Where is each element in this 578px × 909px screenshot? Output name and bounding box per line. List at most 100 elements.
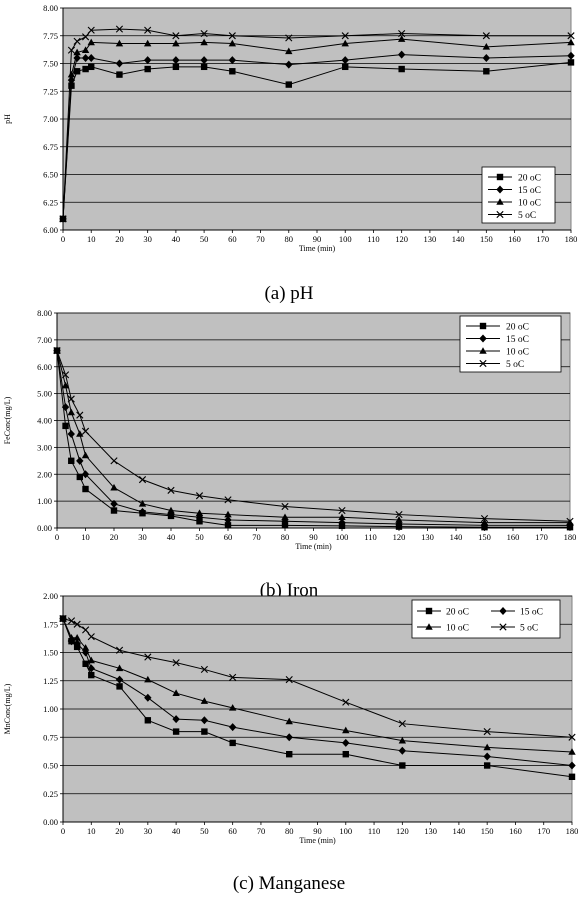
x-tick-label: 70 (257, 826, 266, 836)
data-point (87, 26, 95, 34)
x-axis-label: Time (min) (295, 542, 332, 551)
data-point (228, 704, 237, 711)
y-tick-label: 6.25 (43, 197, 58, 207)
data-point (73, 639, 81, 648)
data-point (341, 32, 349, 40)
data-point (167, 510, 175, 519)
data-point (172, 659, 180, 667)
data-point (397, 50, 406, 59)
data-point (172, 39, 180, 47)
chart-1: 6.00 6.25 6.50 6.75 7.00 7.25 7.50 7.75 8.00 0 10 2… (3, 3, 577, 304)
x-tick-label: 40 (172, 234, 181, 244)
data-point (567, 32, 575, 40)
data-point (398, 736, 407, 744)
x-tick-label: 0 (55, 532, 59, 542)
data-point (224, 515, 232, 524)
data-point (201, 728, 208, 735)
data-point (483, 752, 491, 761)
x-tick-label: 30 (138, 532, 147, 542)
legend-label: 5 oC (518, 211, 536, 221)
data-point (480, 518, 489, 526)
legend-label: 15 oC (520, 608, 543, 618)
data-point (67, 617, 76, 625)
data-point (398, 720, 406, 728)
data-point (115, 39, 124, 47)
data-point (144, 65, 151, 73)
legend-label: 15 oC (518, 186, 541, 196)
data-point (81, 46, 90, 53)
data-point (115, 664, 124, 672)
x-tick-label: 60 (224, 532, 233, 542)
x-tick-label: 30 (143, 234, 152, 244)
data-point (144, 675, 152, 683)
legend-marker (479, 359, 487, 368)
data-point (115, 59, 124, 68)
x-tick-label: 170 (537, 826, 550, 836)
data-point (73, 68, 81, 75)
data-point (67, 634, 76, 641)
data-point (73, 48, 81, 56)
data-point (398, 746, 407, 755)
data-point (338, 506, 346, 515)
data-point (138, 476, 147, 484)
y-tick-label: 2.00 (37, 469, 52, 479)
data-point (67, 429, 75, 438)
data-point (73, 634, 81, 641)
x-tick-label: 40 (167, 532, 176, 542)
data-point (568, 773, 576, 780)
data-point (81, 644, 90, 651)
data-point (567, 38, 575, 46)
legend-marker (496, 210, 504, 219)
legend-marker (496, 185, 504, 194)
data-point (229, 68, 236, 75)
data-point (110, 499, 118, 508)
legend-label: 10 oC (518, 199, 541, 209)
legend-marker (479, 347, 487, 354)
data-point (172, 56, 180, 65)
x-tick-label: 160 (508, 234, 521, 244)
data-point (195, 513, 204, 522)
legend-marker (425, 607, 433, 615)
data-point (110, 507, 118, 514)
data-point (195, 492, 204, 500)
x-tick-label: 10 (87, 826, 96, 836)
x-tick-label: 10 (81, 532, 90, 542)
data-point (73, 37, 81, 45)
data-point (568, 748, 576, 755)
x-tick-label: 180 (564, 532, 577, 542)
y-tick-label: 0.75 (43, 732, 58, 742)
legend-label: 5 oC (506, 360, 524, 370)
data-point (167, 486, 175, 494)
x-tick-label: 140 (452, 234, 465, 244)
legend-label: 20 oC (518, 174, 541, 184)
data-point (281, 522, 289, 529)
y-tick-label: 7.50 (43, 59, 58, 69)
y-tick-label: 0.25 (43, 789, 58, 799)
legend-label: 20 oC (446, 608, 469, 618)
x-tick-label: 150 (481, 826, 494, 836)
legend-label: 20 oC (506, 323, 529, 333)
x-axis-label: Time (min) (299, 244, 336, 253)
data-point (200, 697, 209, 704)
y-axis-label: pH (3, 114, 12, 124)
data-point (87, 664, 95, 673)
data-point (81, 53, 90, 62)
x-tick-label: 90 (313, 234, 322, 244)
data-point (338, 518, 346, 527)
data-point (285, 676, 293, 684)
data-point (138, 507, 147, 516)
data-point (224, 496, 232, 504)
data-point (62, 422, 69, 430)
x-tick-label: 150 (480, 234, 493, 244)
x-tick-label: 120 (395, 234, 408, 244)
x-tick-label: 110 (364, 532, 376, 542)
data-point (61, 371, 70, 379)
x-axis-label: Time (min) (299, 836, 336, 845)
x-tick-label: 100 (339, 826, 352, 836)
data-point (397, 35, 406, 42)
data-point (59, 215, 67, 223)
data-point (398, 29, 406, 38)
legend: 20 oC 15 oC 10 oC 5 oC (459, 315, 562, 373)
data-point (167, 506, 175, 514)
data-point (138, 500, 147, 507)
